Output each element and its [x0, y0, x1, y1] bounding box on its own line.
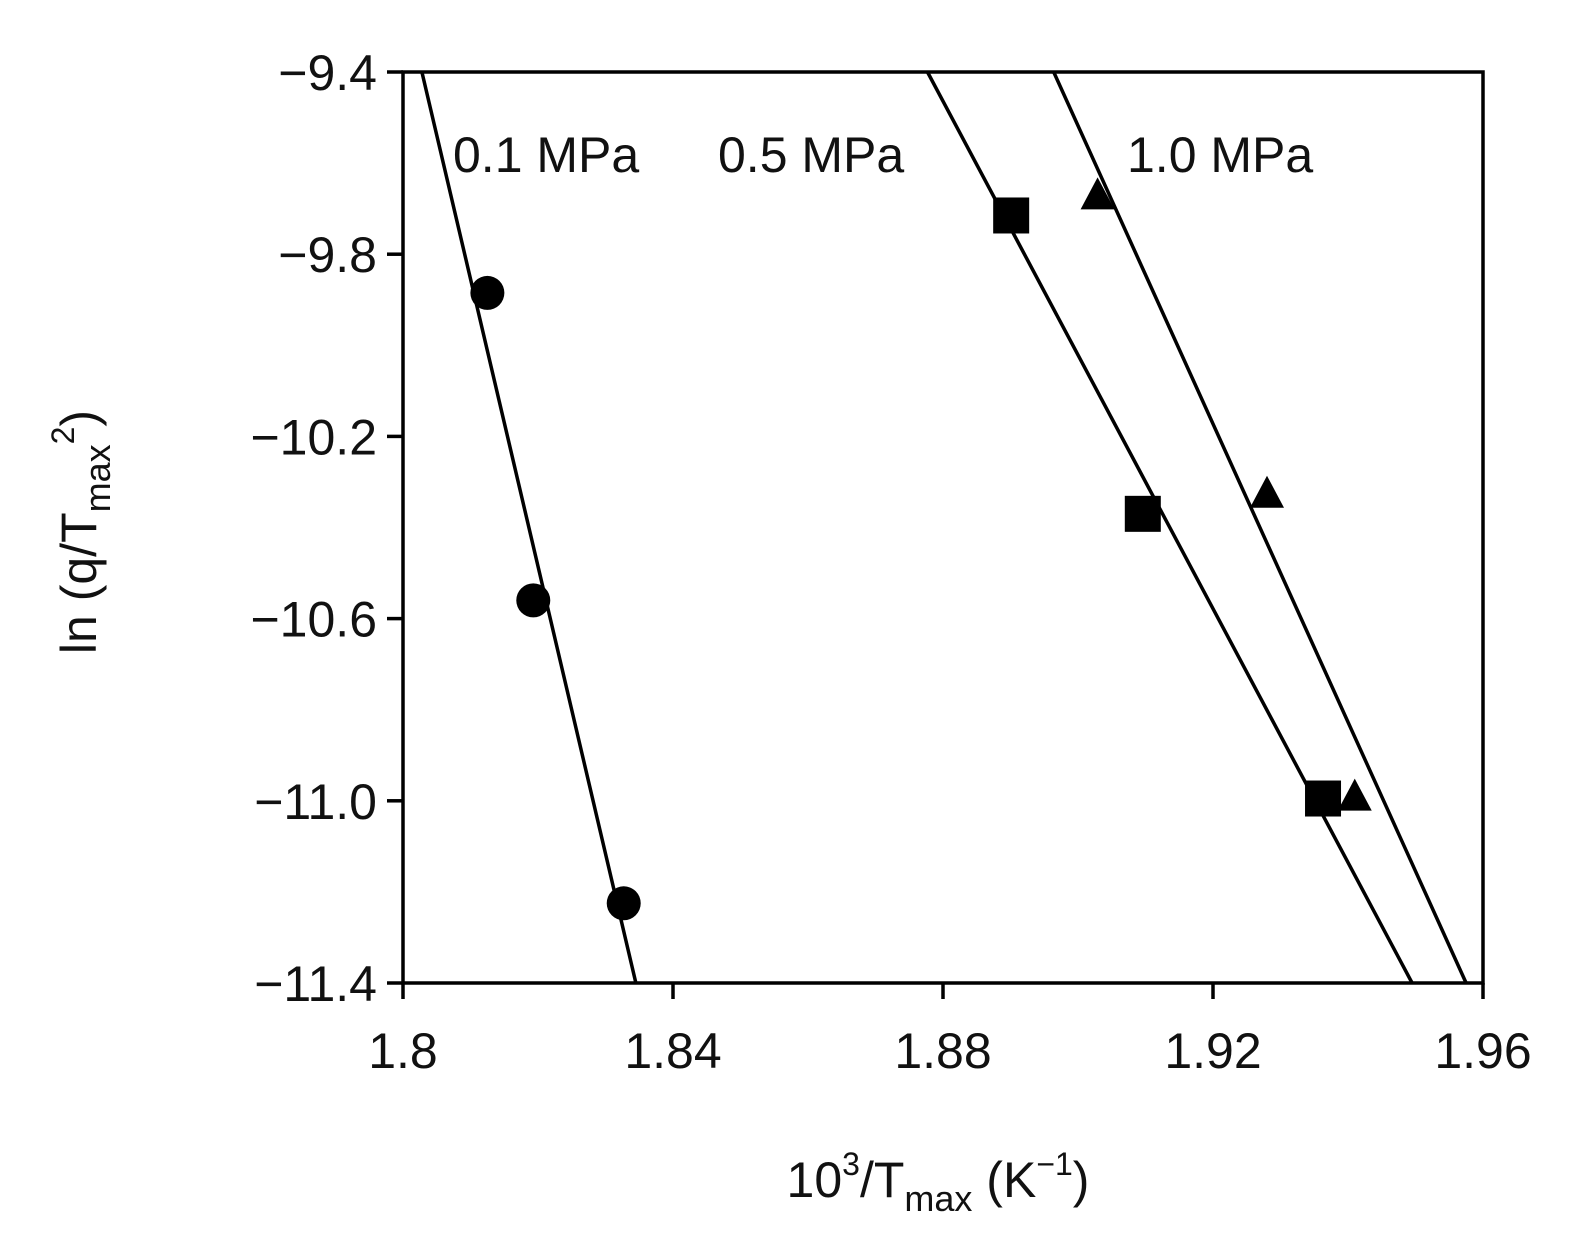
y-tick-label: −10.6 — [250, 592, 377, 648]
x-tick-label: 1.92 — [1164, 1023, 1261, 1079]
y-tick-label: −9.4 — [278, 45, 377, 101]
marker-circle-0-1-mpa — [606, 886, 641, 921]
marker-triangle-1-0-mpa — [1080, 177, 1115, 210]
x-tick-label: 1.84 — [624, 1023, 721, 1079]
marker-triangle-1-0-mpa — [1250, 475, 1284, 508]
series-label: 0.5 MPa — [718, 127, 904, 183]
x-tick-label: 1.88 — [894, 1023, 991, 1079]
fit-lines — [420, 71, 1468, 984]
y-tick-label: −9.8 — [278, 227, 377, 283]
marker-square-0-5-mpa — [1305, 780, 1342, 817]
fit-line-0-1-mpa — [420, 71, 638, 984]
x-tick-label: 1.8 — [368, 1023, 438, 1079]
plot-frame — [401, 70, 1485, 985]
marker-triangle-1-0-mpa — [1337, 778, 1372, 811]
marker-circle-0-1-mpa — [516, 583, 551, 618]
marker-square-0-5-mpa — [1124, 495, 1161, 532]
y-axis: −9.4 −9.8 −10.2 −10.6 −11.0 −11.4 — [250, 45, 403, 1012]
x-tick-label: 1.96 — [1434, 1023, 1531, 1079]
marker-circle-0-1-mpa — [470, 275, 505, 310]
plot-area — [401, 70, 1485, 985]
series-label: 1.0 MPa — [1127, 127, 1313, 183]
series-label: 0.1 MPa — [453, 127, 639, 183]
x-axis: 1.8 1.84 1.88 1.92 1.96 — [368, 983, 1532, 1079]
y-axis-title: ln (q/Tmax2) — [45, 410, 118, 654]
y-tick-label: −11.0 — [254, 774, 377, 830]
fit-line-1-0-mpa — [1052, 71, 1468, 984]
y-tick-label: −11.4 — [254, 956, 377, 1012]
marker-square-0-5-mpa — [993, 197, 1030, 234]
data-markers — [470, 177, 1372, 921]
series-labels: 0.1 MPa 0.5 MPa 1.0 MPa — [453, 127, 1313, 183]
x-axis-title: 103/Tmax (K−1) — [787, 1146, 1090, 1219]
y-tick-label: −10.2 — [250, 409, 377, 465]
